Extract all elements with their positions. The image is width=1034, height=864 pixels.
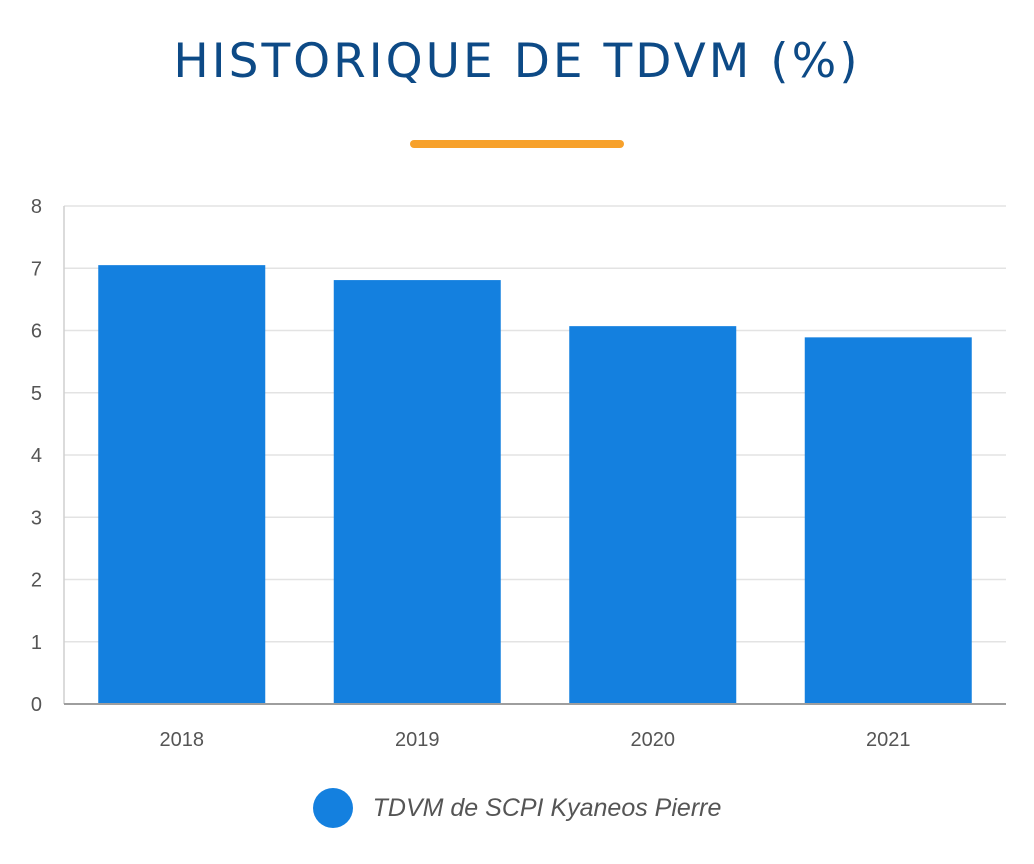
bars — [98, 265, 972, 704]
y-tick-label: 1 — [31, 632, 42, 654]
bar-chart: 0 1 2 3 4 5 6 7 8 2018 2019 2020 2021 — [31, 196, 1006, 751]
y-tick-label: 3 — [31, 507, 42, 529]
y-tick-label: 5 — [31, 383, 42, 405]
x-axis-ticks: 2018 2019 2020 2021 — [160, 729, 911, 751]
y-tick-label: 4 — [31, 445, 42, 467]
axes — [63, 206, 1006, 705]
legend-swatch — [312, 788, 353, 828]
y-axis-ticks: 0 1 2 3 4 5 6 7 8 — [31, 196, 42, 716]
legend-label: TDVM de SCPI Kyaneos Pierre — [372, 793, 722, 822]
chart-title: HISTORIQUE DE TDVM (%) — [173, 34, 861, 89]
bar-2020 — [569, 326, 737, 704]
y-tick-label: 2 — [31, 570, 42, 592]
x-tick-label: 2018 — [160, 729, 205, 751]
x-tick-label: 2021 — [866, 729, 911, 751]
y-tick-label: 7 — [31, 258, 42, 280]
title-underline — [410, 140, 624, 148]
bar-2021 — [804, 337, 972, 704]
y-tick-label: 0 — [31, 694, 42, 716]
x-tick-label: 2020 — [631, 729, 676, 751]
bar-2018 — [98, 265, 266, 704]
y-tick-label: 6 — [31, 321, 42, 343]
bar-2019 — [333, 280, 501, 704]
x-tick-label: 2019 — [395, 729, 440, 751]
legend: TDVM de SCPI Kyaneos Pierre — [0, 786, 1034, 830]
y-tick-label: 8 — [31, 196, 42, 218]
